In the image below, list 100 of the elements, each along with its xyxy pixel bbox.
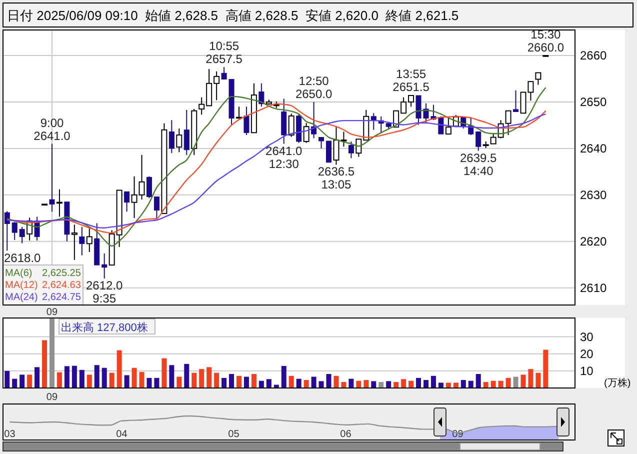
bar bbox=[222, 378, 227, 388]
bar bbox=[116, 350, 122, 388]
bar bbox=[244, 376, 249, 388]
annotation: 13:55 2651.5 bbox=[392, 67, 430, 94]
bar bbox=[72, 366, 77, 388]
bar bbox=[146, 378, 152, 388]
bar bbox=[334, 376, 339, 388]
bar bbox=[199, 369, 204, 388]
bar bbox=[453, 382, 458, 388]
candlestick bbox=[56, 188, 62, 218]
text: MA(6) bbox=[5, 268, 32, 279]
candlestick bbox=[184, 109, 190, 156]
candlestick bbox=[348, 140, 354, 159]
bar bbox=[56, 372, 62, 388]
bar bbox=[94, 365, 100, 388]
candlestick bbox=[154, 196, 160, 220]
x-tick-label: 09 bbox=[46, 307, 58, 318]
bar bbox=[326, 374, 332, 388]
candlestick bbox=[318, 136, 324, 149]
bar bbox=[304, 380, 309, 388]
bar bbox=[468, 380, 474, 388]
bar bbox=[64, 366, 70, 388]
bar bbox=[438, 382, 444, 388]
y-tick-label: 2620 bbox=[580, 234, 608, 249]
bar bbox=[446, 382, 451, 388]
candlestick bbox=[244, 106, 250, 136]
candlestick bbox=[281, 98, 287, 144]
annotation: 12:50 2650.0 bbox=[295, 74, 332, 101]
bar bbox=[528, 369, 534, 388]
annotation: 2612.0 9:35 bbox=[86, 278, 124, 306]
annotation: 15:30 2660.0 bbox=[527, 28, 564, 55]
candlestick bbox=[535, 72, 542, 86]
annotation: 9:00 2641.0 bbox=[34, 116, 71, 143]
x-tick-label: 03 bbox=[4, 429, 16, 440]
bar bbox=[109, 372, 114, 388]
bar bbox=[296, 378, 302, 388]
y-tick-label: 2640 bbox=[580, 142, 608, 156]
candlestick bbox=[146, 176, 152, 199]
candlestick bbox=[4, 210, 10, 252]
bar bbox=[498, 380, 504, 388]
bar bbox=[394, 382, 399, 388]
text: MA(24) bbox=[5, 292, 38, 303]
bar bbox=[184, 364, 190, 388]
bar bbox=[423, 380, 428, 388]
y-tick-label: 2610 bbox=[580, 281, 608, 296]
bar bbox=[378, 382, 384, 388]
candlestick bbox=[102, 252, 108, 280]
candlestick bbox=[513, 90, 519, 112]
bar bbox=[536, 372, 541, 388]
bar bbox=[12, 378, 18, 388]
bar bbox=[408, 380, 414, 388]
bar bbox=[169, 365, 174, 388]
bar bbox=[154, 378, 160, 388]
bar bbox=[42, 340, 48, 388]
bar bbox=[513, 376, 518, 388]
bar bbox=[139, 372, 144, 388]
candlestick bbox=[168, 120, 174, 154]
bar bbox=[288, 376, 294, 388]
bar bbox=[229, 374, 234, 388]
candlestick bbox=[124, 191, 130, 212]
bar bbox=[206, 367, 212, 388]
annotation: 2,624.63 bbox=[42, 280, 82, 291]
bar bbox=[416, 378, 422, 388]
y-tick-label: 2660 bbox=[580, 48, 608, 63]
bar bbox=[356, 380, 362, 388]
annotation: 2618.0 bbox=[4, 251, 42, 265]
bar bbox=[520, 374, 526, 388]
bar bbox=[162, 358, 167, 388]
bar bbox=[371, 381, 376, 388]
chart-title: 日付 2025/06/09 09:10 始値 2,628.5 高値 2,628.5 安値 2,620.0 終値 2,621.5 bbox=[7, 8, 459, 23]
chart-title: 出来高 127,800株 bbox=[61, 321, 148, 334]
candlestick bbox=[176, 128, 182, 153]
y-axis-title: (万株) bbox=[604, 377, 631, 389]
bar bbox=[490, 380, 496, 388]
x-tick-label: 05 bbox=[228, 429, 240, 440]
bar bbox=[192, 372, 197, 388]
bar bbox=[102, 368, 107, 388]
bar bbox=[318, 381, 324, 388]
bar bbox=[214, 372, 220, 388]
bar bbox=[258, 380, 264, 388]
y-tick-label: 30 bbox=[580, 330, 594, 344]
x-tick-label: 04 bbox=[116, 429, 128, 440]
bar bbox=[4, 370, 10, 388]
bar bbox=[386, 381, 392, 388]
annotation: 2639.5 14:40 bbox=[460, 150, 498, 178]
bar bbox=[506, 378, 511, 388]
bar bbox=[27, 374, 32, 388]
bar bbox=[79, 370, 84, 388]
bar bbox=[348, 378, 354, 388]
candlestick bbox=[288, 113, 294, 138]
candlestick bbox=[370, 112, 376, 130]
bar bbox=[20, 374, 25, 388]
bar bbox=[176, 376, 182, 388]
bar bbox=[483, 382, 488, 388]
bar bbox=[132, 368, 137, 388]
y-tick-label: 2650 bbox=[580, 95, 608, 110]
bar bbox=[34, 367, 40, 388]
candlestick bbox=[71, 224, 78, 260]
bar bbox=[430, 376, 436, 388]
bar bbox=[341, 382, 346, 388]
